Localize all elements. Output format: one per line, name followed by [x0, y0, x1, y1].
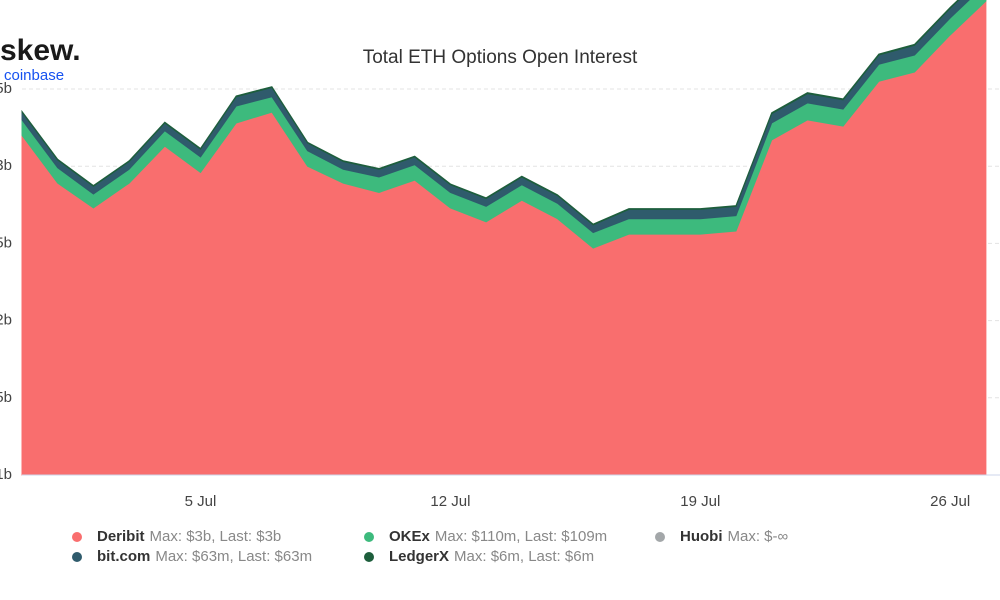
legend-summary: Max: $110m, Last: $109m [435, 528, 607, 545]
legend-label: OKEx Max: $110m, Last: $109m [389, 528, 607, 545]
legend-name: bit.com [97, 548, 150, 565]
logo: skew. [0, 34, 81, 67]
x-tick-label: 19 Jul [680, 493, 720, 510]
y-tick-label: $1.5b [0, 389, 12, 406]
legend-marker [364, 532, 374, 542]
x-tick-label: 12 Jul [430, 493, 470, 510]
legend-label: bit.com Max: $63m, Last: $63m [97, 548, 312, 565]
legend-marker [72, 552, 82, 562]
legend-name: Huobi [680, 528, 723, 545]
legend-marker [364, 552, 374, 562]
x-tick-label: 5 Jul [185, 493, 217, 510]
legend-label: Huobi Max: $-∞ [680, 528, 789, 545]
y-tick-label: $2b [0, 312, 12, 329]
legend-marker [72, 532, 82, 542]
legend-name: OKEx [389, 528, 431, 545]
y-tick-label: $3b [0, 157, 12, 174]
logo-sub: coinbase [4, 67, 64, 84]
chart-title: Total ETH Options Open Interest [363, 47, 638, 68]
legend-summary: Max: $63m, Last: $63m [155, 548, 312, 565]
legend-label: LedgerX Max: $6m, Last: $6m [389, 548, 594, 565]
legend-label: Deribit Max: $3b, Last: $3b [97, 528, 281, 545]
legend-summary: Max: $6m, Last: $6m [454, 548, 594, 565]
area [21, 0, 987, 476]
legend-name: Deribit [97, 528, 145, 545]
y-tick-label: $2.5b [0, 234, 12, 251]
area [21, 0, 960, 226]
x-tick-label: 26 Jul [930, 493, 970, 510]
legend-summary: Max: $-∞ [728, 528, 789, 545]
y-tick-label: $1b [0, 466, 12, 483]
legend-summary: Max: $3b, Last: $3b [150, 528, 282, 545]
legend-marker [655, 532, 665, 542]
legend-name: LedgerX [389, 548, 449, 565]
y-tick-label: $3.5b [0, 80, 12, 97]
